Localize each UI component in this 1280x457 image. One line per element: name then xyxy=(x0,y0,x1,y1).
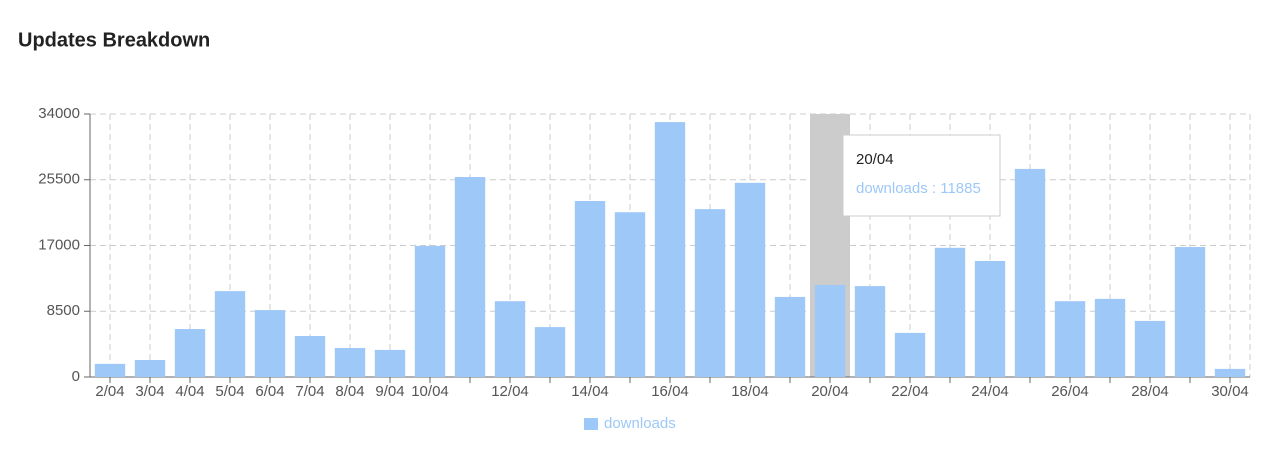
bar xyxy=(454,177,486,377)
x-tick-label: 2/04 xyxy=(95,383,124,400)
bar xyxy=(1054,301,1086,377)
x-tick-label: 4/04 xyxy=(175,383,204,400)
bar xyxy=(1174,247,1206,377)
bar xyxy=(854,286,886,377)
bar xyxy=(694,209,726,377)
x-tick-label: 5/04 xyxy=(215,383,244,400)
bar xyxy=(334,347,366,377)
x-tick-label: 3/04 xyxy=(135,383,164,400)
bar xyxy=(214,291,246,377)
bar xyxy=(254,310,286,377)
x-tick-label: 10/04 xyxy=(411,383,449,400)
x-tick-label: 8/04 xyxy=(335,383,364,400)
bar xyxy=(974,260,1006,377)
bar xyxy=(1094,298,1126,377)
legend: downloads xyxy=(584,415,676,432)
x-tick-label: 30/04 xyxy=(1211,383,1249,400)
tooltip-box xyxy=(842,134,1001,217)
bar xyxy=(574,201,606,377)
bar xyxy=(414,245,446,377)
y-tick-label: 8500 xyxy=(47,302,80,319)
x-tick-label: 9/04 xyxy=(375,383,404,400)
y-tick-label: 0 xyxy=(72,368,80,385)
bar xyxy=(134,359,166,377)
x-tick-label: 7/04 xyxy=(295,383,324,400)
x-tick-label: 12/04 xyxy=(491,383,529,400)
legend-swatch xyxy=(584,418,598,430)
bar xyxy=(734,182,766,377)
y-tick-label: 17000 xyxy=(38,236,80,253)
x-tick-label: 18/04 xyxy=(731,383,769,400)
x-tick-label: 26/04 xyxy=(1051,383,1089,400)
bar xyxy=(1014,168,1046,377)
x-tick-label: 28/04 xyxy=(1131,383,1169,400)
tooltip-part: downloads xyxy=(856,180,928,197)
y-tick-label: 25500 xyxy=(38,171,80,188)
y-tick-label: 34000 xyxy=(38,105,80,122)
bar xyxy=(614,212,646,377)
bar xyxy=(1214,368,1246,377)
x-tick-label: 24/04 xyxy=(971,383,1009,400)
bar xyxy=(534,327,566,377)
tooltip-part: 11885 xyxy=(940,180,981,197)
bar xyxy=(94,363,126,377)
x-tick-label: 16/04 xyxy=(651,383,689,400)
bar xyxy=(814,285,846,377)
bar xyxy=(174,329,206,377)
tooltip-title: 20/04 xyxy=(856,151,894,168)
chart-title: Updates Breakdown xyxy=(18,29,210,51)
x-tick-label: 6/04 xyxy=(255,383,284,400)
bar xyxy=(774,296,806,377)
x-tick-label: 22/04 xyxy=(891,383,929,400)
bar xyxy=(894,332,926,377)
x-tick-label: 20/04 xyxy=(811,383,849,400)
bar xyxy=(934,247,966,377)
bar xyxy=(494,301,526,377)
bar xyxy=(374,349,406,377)
x-tick-label: 14/04 xyxy=(571,383,609,400)
tooltip-part: : xyxy=(928,180,941,197)
tooltip-value: downloads : 11885 xyxy=(856,180,981,197)
bar xyxy=(654,122,686,377)
legend-label: downloads xyxy=(604,415,676,432)
bar xyxy=(294,336,326,377)
bar xyxy=(1134,320,1166,377)
tooltip: 20/04 downloads : 11885 xyxy=(842,134,1001,217)
